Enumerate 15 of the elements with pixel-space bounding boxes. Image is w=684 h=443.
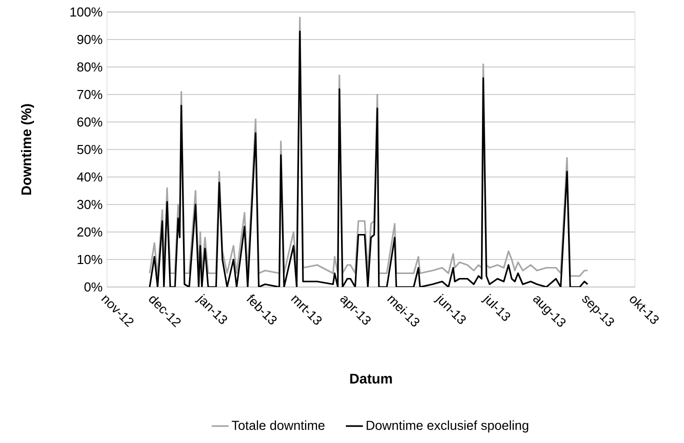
y-tick-label: 30%	[77, 200, 102, 210]
y-tick-label: 70%	[77, 90, 102, 100]
y-tick-label: 10%	[78, 254, 102, 264]
legend-label: Downtime exclusief spoeling	[366, 420, 528, 433]
y-tick-label: 60%	[77, 117, 102, 127]
y-tick-label: 50%	[77, 144, 102, 154]
y-tick-label: 90%	[77, 34, 102, 44]
y-tick-label: 100%	[70, 7, 102, 17]
x-axis-title: Datum	[350, 374, 392, 384]
y-tick-label: 20%	[77, 227, 102, 237]
y-tick-label: 0%	[84, 282, 102, 292]
y-tick-label: 80%	[77, 62, 102, 72]
y-tick-label: 40%	[77, 172, 102, 182]
y-axis-title: Downtime (%)	[21, 104, 34, 195]
legend-label: Totale downtime	[232, 420, 324, 430]
